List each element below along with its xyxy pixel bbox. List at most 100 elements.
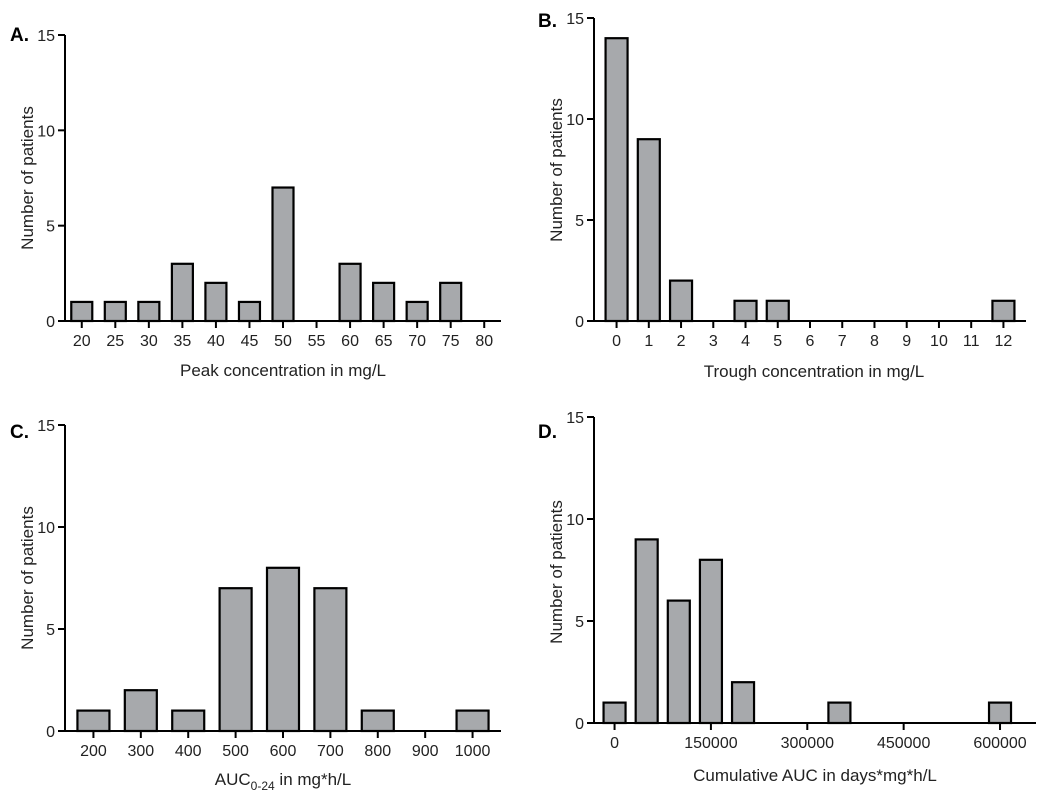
- x-tick-label-a: 30: [140, 333, 158, 350]
- bar-b: [636, 138, 661, 323]
- panel-label-b: B.: [538, 11, 557, 32]
- x-tick-label-b: 12: [995, 333, 1013, 350]
- x-tick-label-c: 500: [222, 743, 249, 760]
- y-tick-label-c: 15: [37, 418, 55, 435]
- y-tick-label-d: 5: [575, 614, 584, 631]
- bar-b: [991, 299, 1016, 323]
- bar-a: [103, 300, 127, 323]
- y-tick-label-a: 5: [46, 219, 55, 236]
- bar-d: [634, 538, 659, 725]
- x-tick-label-a: 45: [241, 333, 259, 350]
- x-tick-label-a: 25: [106, 333, 124, 350]
- x-tick-label-d: 300000: [781, 735, 834, 752]
- x-tick-label-b: 9: [902, 333, 911, 350]
- x-tick-label-b: 10: [930, 333, 948, 350]
- y-axis-title-b: Number of patients: [547, 98, 566, 242]
- x-tick-label-a: 75: [442, 333, 460, 350]
- bar-c: [265, 566, 301, 733]
- x-tick-label-b: 6: [806, 333, 815, 350]
- bar-d: [730, 681, 756, 725]
- bar-d: [602, 701, 627, 725]
- x-axis-title-c: AUC0-24 in mg*h/L: [215, 770, 351, 790]
- bar-a: [204, 281, 228, 323]
- panel-c: C. Number of patients AUC0-24 in mg*h/L …: [10, 418, 501, 790]
- x-tick-label-b: 5: [773, 333, 782, 350]
- panel-b: B. Number of patients Trough concentrati…: [538, 11, 1026, 381]
- x-tick-label-a: 40: [207, 333, 225, 350]
- x-tick-label-b: 0: [612, 333, 621, 350]
- x-tick-label-a: 65: [375, 333, 393, 350]
- bar-d: [987, 701, 1013, 725]
- x-tick-label-a: 50: [274, 333, 292, 350]
- bar-c: [123, 689, 158, 733]
- bar-c: [171, 709, 206, 733]
- x-tick-label-c: 400: [175, 743, 202, 760]
- x-tick-label-b: 1: [644, 333, 653, 350]
- bar-a: [137, 300, 161, 323]
- x-tick-label-b: 3: [709, 333, 718, 350]
- y-axis-title-a: Number of patients: [18, 106, 37, 250]
- x-tick-label-b: 8: [870, 333, 879, 350]
- bar-d: [666, 599, 691, 725]
- x-tick-label-b: 11: [963, 333, 980, 350]
- bar-a: [405, 300, 429, 323]
- bar-d: [698, 558, 724, 725]
- x-tick-label-d: 600000: [973, 735, 1026, 752]
- x-tick-label-a: 35: [173, 333, 191, 350]
- panel-d: D. Number of patients Cumulative AUC in …: [538, 410, 1036, 785]
- x-tick-label-c: 600: [270, 743, 297, 760]
- y-tick-label-a: 0: [46, 314, 55, 331]
- y-tick-label-b: 10: [566, 112, 584, 129]
- y-tick-label-b: 0: [575, 314, 584, 331]
- bar-a: [439, 281, 463, 323]
- bar-b: [733, 299, 758, 323]
- bar-a: [271, 186, 295, 323]
- x-axis-title-c-sub: 0-24: [251, 779, 275, 790]
- x-tick-label-c: 700: [317, 743, 344, 760]
- y-tick-label-a: 10: [37, 123, 55, 140]
- panel-label-d: D.: [538, 422, 557, 443]
- x-tick-label-d: 150000: [684, 735, 737, 752]
- x-tick-label-d: 450000: [877, 735, 930, 752]
- bar-b: [604, 37, 629, 323]
- x-tick-label-a: 80: [475, 333, 493, 350]
- x-tick-label-c: 300: [127, 743, 154, 760]
- y-tick-label-c: 0: [46, 724, 55, 741]
- x-tick-label-c: 900: [412, 743, 439, 760]
- bar-a: [70, 300, 94, 323]
- panel-label-a: A.: [10, 25, 29, 46]
- x-tick-label-c: 800: [364, 743, 391, 760]
- bar-c: [218, 587, 253, 733]
- bar-c: [313, 587, 348, 733]
- bar-a: [237, 300, 262, 323]
- x-tick-label-a: 20: [73, 333, 91, 350]
- x-tick-label-b: 4: [741, 333, 750, 350]
- x-tick-label-d: 0: [610, 735, 619, 752]
- x-tick-label-a: 60: [341, 333, 359, 350]
- bar-a: [170, 262, 194, 323]
- x-tick-label-a: 55: [308, 333, 326, 350]
- y-tick-label-d: 0: [575, 716, 584, 733]
- x-axis-title-a: Peak concentration in mg/L: [180, 361, 386, 380]
- bar-c: [360, 709, 395, 733]
- x-axis-title-c-main: AUC: [215, 770, 251, 789]
- x-tick-label-c: 200: [80, 743, 107, 760]
- x-tick-label-b: 7: [838, 333, 847, 350]
- y-tick-label-c: 10: [37, 520, 55, 537]
- bar-a: [372, 281, 396, 323]
- y-tick-label-d: 15: [566, 410, 584, 427]
- y-axis-title-c: Number of patients: [18, 506, 37, 650]
- x-tick-label-a: 70: [408, 333, 426, 350]
- x-tick-label-c: 1000: [455, 743, 491, 760]
- bar-a: [338, 262, 362, 323]
- x-tick-label-b: 2: [677, 333, 686, 350]
- panel-label-c: C.: [10, 422, 29, 443]
- x-axis-title-d: Cumulative AUC in days*mg*h/L: [693, 766, 937, 785]
- y-tick-label-b: 15: [566, 11, 584, 28]
- y-tick-label-a: 15: [37, 28, 55, 45]
- y-tick-label-c: 5: [46, 622, 55, 639]
- x-axis-title-b: Trough concentration in mg/L: [704, 362, 925, 381]
- bar-c: [455, 709, 490, 733]
- bar-b: [668, 279, 694, 323]
